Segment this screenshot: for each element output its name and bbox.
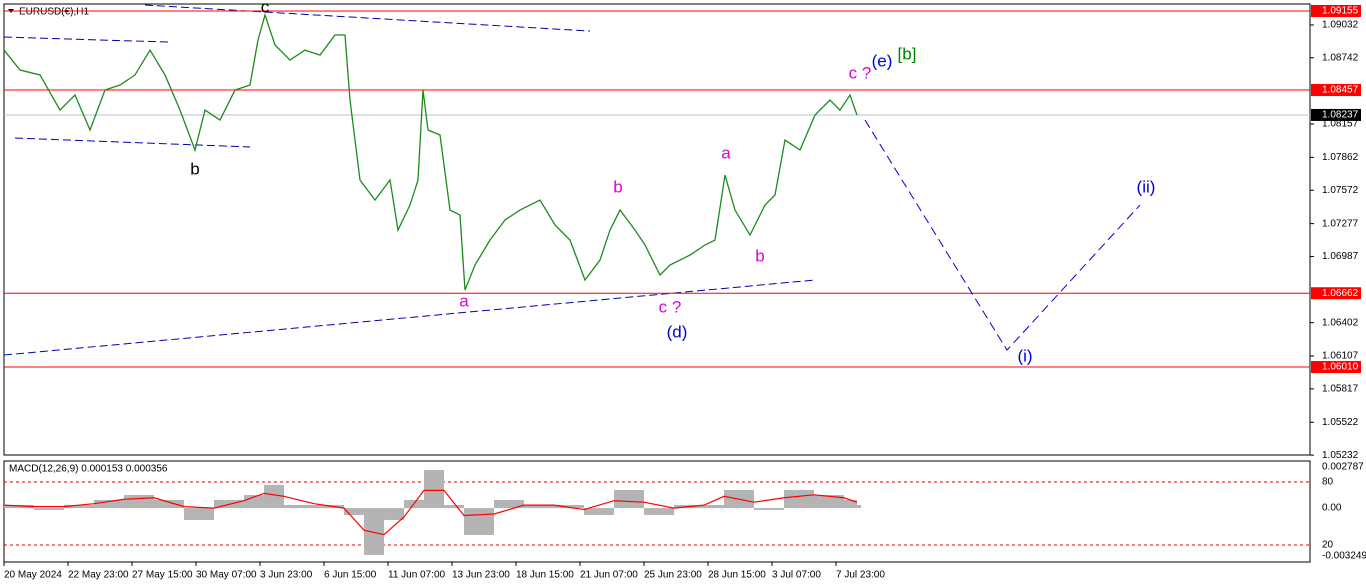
macd-bar bbox=[554, 504, 584, 509]
price-line bbox=[3, 12, 858, 291]
trendline bbox=[3, 279, 816, 356]
macd-bar bbox=[344, 508, 364, 515]
y-tick-label: 1.05522 bbox=[1322, 417, 1359, 428]
macd-bar bbox=[784, 489, 814, 509]
wave-label: a bbox=[721, 143, 731, 162]
y-tick-label: 1.06402 bbox=[1322, 317, 1359, 328]
x-tick-label: 30 May 07:00 bbox=[196, 570, 257, 581]
macd-bar bbox=[614, 489, 644, 509]
wave-label: b bbox=[190, 159, 199, 178]
y-tick-label: 1.07572 bbox=[1322, 185, 1359, 196]
level-label: 1.09155 bbox=[1322, 6, 1359, 17]
trendline bbox=[144, 4, 591, 32]
macd-bar bbox=[124, 494, 154, 509]
macd-signal bbox=[3, 489, 858, 536]
macd-bar bbox=[184, 508, 214, 520]
x-tick-label: 28 Jun 15:00 bbox=[708, 570, 766, 581]
level-label: 1.08457 bbox=[1322, 85, 1359, 96]
macd-level-label: 20 bbox=[1322, 540, 1334, 551]
level-label: 1.06010 bbox=[1322, 362, 1359, 373]
wave-label: b bbox=[613, 177, 622, 196]
x-tick-label: 3 Jun 23:00 bbox=[260, 570, 313, 581]
current-price-box bbox=[1311, 108, 1361, 121]
wave-label: (ii) bbox=[1137, 177, 1156, 196]
wave-label: [b] bbox=[898, 44, 917, 63]
y-tick-label: 1.06107 bbox=[1322, 351, 1359, 362]
x-tick-label: 18 Jun 15:00 bbox=[516, 570, 574, 581]
level-label-box bbox=[1311, 287, 1361, 300]
x-tick-label: 3 Jul 07:00 bbox=[772, 570, 821, 581]
macd-bar bbox=[314, 504, 344, 509]
y-tick-label: 1.05817 bbox=[1322, 384, 1359, 395]
macd-bar bbox=[464, 508, 494, 535]
macd-bar bbox=[584, 508, 614, 515]
macd-bar bbox=[384, 508, 404, 520]
level-label-box bbox=[1311, 361, 1361, 374]
macd-bar bbox=[284, 504, 314, 509]
macd-bar bbox=[264, 484, 284, 509]
x-tick-label: 25 Jun 23:00 bbox=[644, 570, 702, 581]
chart-title: EURUSD(€),H1 bbox=[19, 7, 89, 18]
macd-tick-label: -0.003249 bbox=[1322, 551, 1366, 562]
x-tick-label: 27 May 15:00 bbox=[132, 570, 193, 581]
macd-bar bbox=[524, 504, 554, 509]
level-label-box bbox=[1311, 5, 1361, 18]
wave-projection bbox=[864, 119, 1141, 351]
trendline bbox=[14, 137, 251, 148]
trendline bbox=[3, 36, 169, 43]
y-tick-label: 1.08742 bbox=[1322, 52, 1359, 63]
macd-bar bbox=[494, 499, 524, 509]
macd-tick-label: 0.00 bbox=[1322, 503, 1342, 514]
macd-bar bbox=[154, 499, 184, 509]
x-tick-label: 22 May 23:00 bbox=[68, 570, 129, 581]
macd-bar bbox=[814, 494, 844, 509]
macd-title: MACD(12,26,9) 0.000153 0.000356 bbox=[9, 464, 168, 475]
wave-label: (d) bbox=[667, 322, 688, 341]
wave-label: b bbox=[755, 246, 764, 265]
macd-bar bbox=[424, 469, 444, 509]
wave-label: (i) bbox=[1017, 346, 1032, 365]
macd-bar bbox=[444, 504, 464, 509]
x-tick-label: 20 May 2024 bbox=[4, 570, 62, 581]
x-tick-label: 21 Jun 07:00 bbox=[580, 570, 638, 581]
x-tick-label: 11 Jun 07:00 bbox=[388, 570, 446, 581]
macd-bar bbox=[364, 508, 384, 555]
x-tick-label: 13 Jun 23:00 bbox=[452, 570, 510, 581]
wave-label: c ? bbox=[659, 297, 682, 316]
macd-bar bbox=[64, 504, 94, 509]
macd-tick-label: 0.002787 bbox=[1322, 462, 1364, 473]
level-label-box bbox=[1311, 84, 1361, 97]
wave-label: a bbox=[459, 291, 469, 310]
macd-bar bbox=[857, 504, 861, 509]
macd-bar bbox=[34, 508, 64, 510]
wave-label: (e) bbox=[872, 51, 893, 70]
y-tick-label: 1.07862 bbox=[1322, 152, 1359, 163]
wave-label: c bbox=[261, 0, 270, 16]
current-price-label: 1.08237 bbox=[1322, 110, 1359, 121]
wave-label: c ? bbox=[849, 63, 872, 82]
macd-bar bbox=[844, 499, 857, 509]
macd-bar bbox=[704, 504, 724, 509]
macd-bar bbox=[754, 508, 784, 510]
y-tick-label: 1.09032 bbox=[1322, 20, 1359, 31]
macd-bar bbox=[644, 508, 674, 515]
main-frame bbox=[3, 3, 1311, 456]
x-tick-label: 6 Jun 15:00 bbox=[324, 570, 377, 581]
macd-level-label: 80 bbox=[1322, 477, 1334, 488]
x-tick-label: 7 Jul 23:00 bbox=[836, 570, 885, 581]
y-tick-label: 1.08157 bbox=[1322, 119, 1359, 130]
macd-bar bbox=[94, 499, 124, 509]
macd-bar bbox=[4, 504, 34, 509]
y-tick-label: 1.07277 bbox=[1322, 218, 1359, 229]
level-label: 1.06662 bbox=[1322, 288, 1359, 299]
y-tick-label: 1.05232 bbox=[1322, 450, 1359, 461]
y-tick-label: 1.06987 bbox=[1322, 251, 1359, 262]
